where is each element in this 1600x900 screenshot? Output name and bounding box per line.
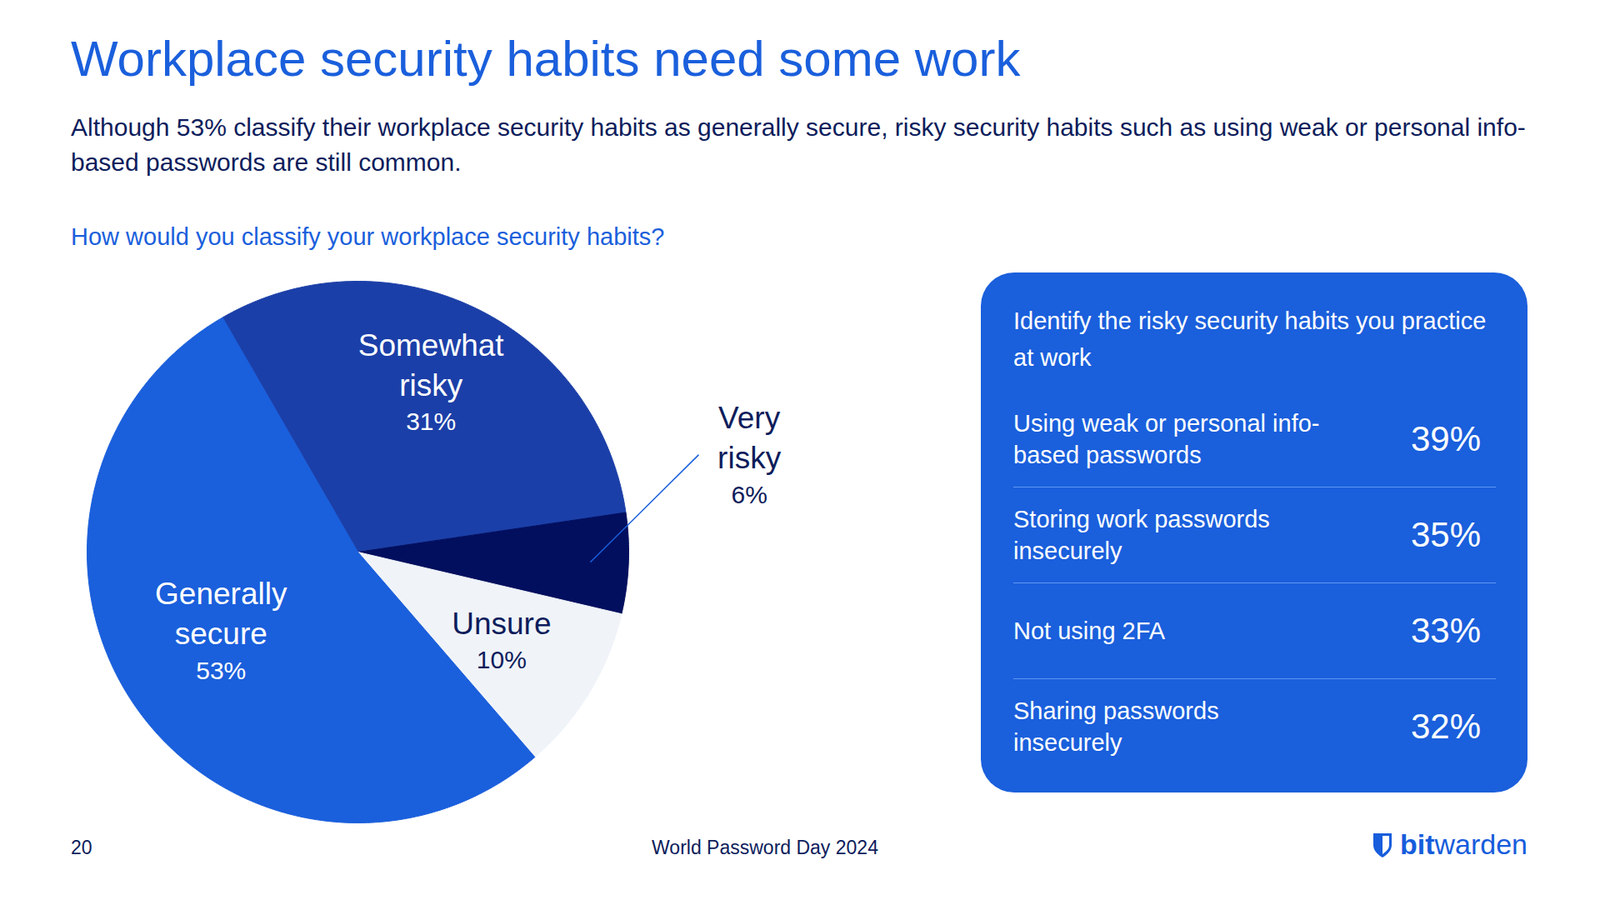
html-text:Not using 2FA: Not using 2FA <box>1013 617 1166 645</box>
svg-text:Veryrisky: Veryrisky <box>717 400 782 475</box>
html-text:Storing work passwords insecur: Storing work passwords insecurely <box>1013 505 1270 565</box>
html-text:World Password Day 2024: World Password Day 2024 <box>651 836 879 859</box>
html-text:Using weak or personal info-ba: Using weak or personal info-based passwo… <box>1013 409 1320 468</box>
svg-text:Generallysecure: Generallysecure <box>155 576 288 651</box>
svg-text:31%: 31% <box>405 407 456 435</box>
svg-text:10%: 10% <box>476 645 527 674</box>
html-text:bit warden: bit warden <box>1399 828 1528 860</box>
html-text:Identify the risky security ha: Identify the risky security habits you p… <box>1013 307 1487 371</box>
html-text:35%: 35% <box>1410 515 1481 555</box>
html-text:Sharing passwords insecurely: Sharing passwords insecurely <box>1013 697 1219 756</box>
html-text:39%: 39% <box>1410 418 1481 458</box>
svg-text:Unsure: Unsure <box>451 606 551 641</box>
svg-text:53%: 53% <box>195 656 246 685</box>
html-text:20: 20 <box>70 836 93 859</box>
html-text:How would you classify your wo: How would you classify your workplace se… <box>70 223 665 250</box>
svg-text:Somewhatrisky: Somewhatrisky <box>358 328 505 403</box>
svg-text:6%: 6% <box>730 480 767 509</box>
html-text:33%: 33% <box>1410 610 1481 650</box>
html-text:Workplace security habits need: Workplace security habits need some work <box>70 30 1021 87</box>
html-text:32%: 32% <box>1410 706 1481 746</box>
html-text:Although 53% classify their wo: Although 53% classify their workplace se… <box>70 113 1526 176</box>
